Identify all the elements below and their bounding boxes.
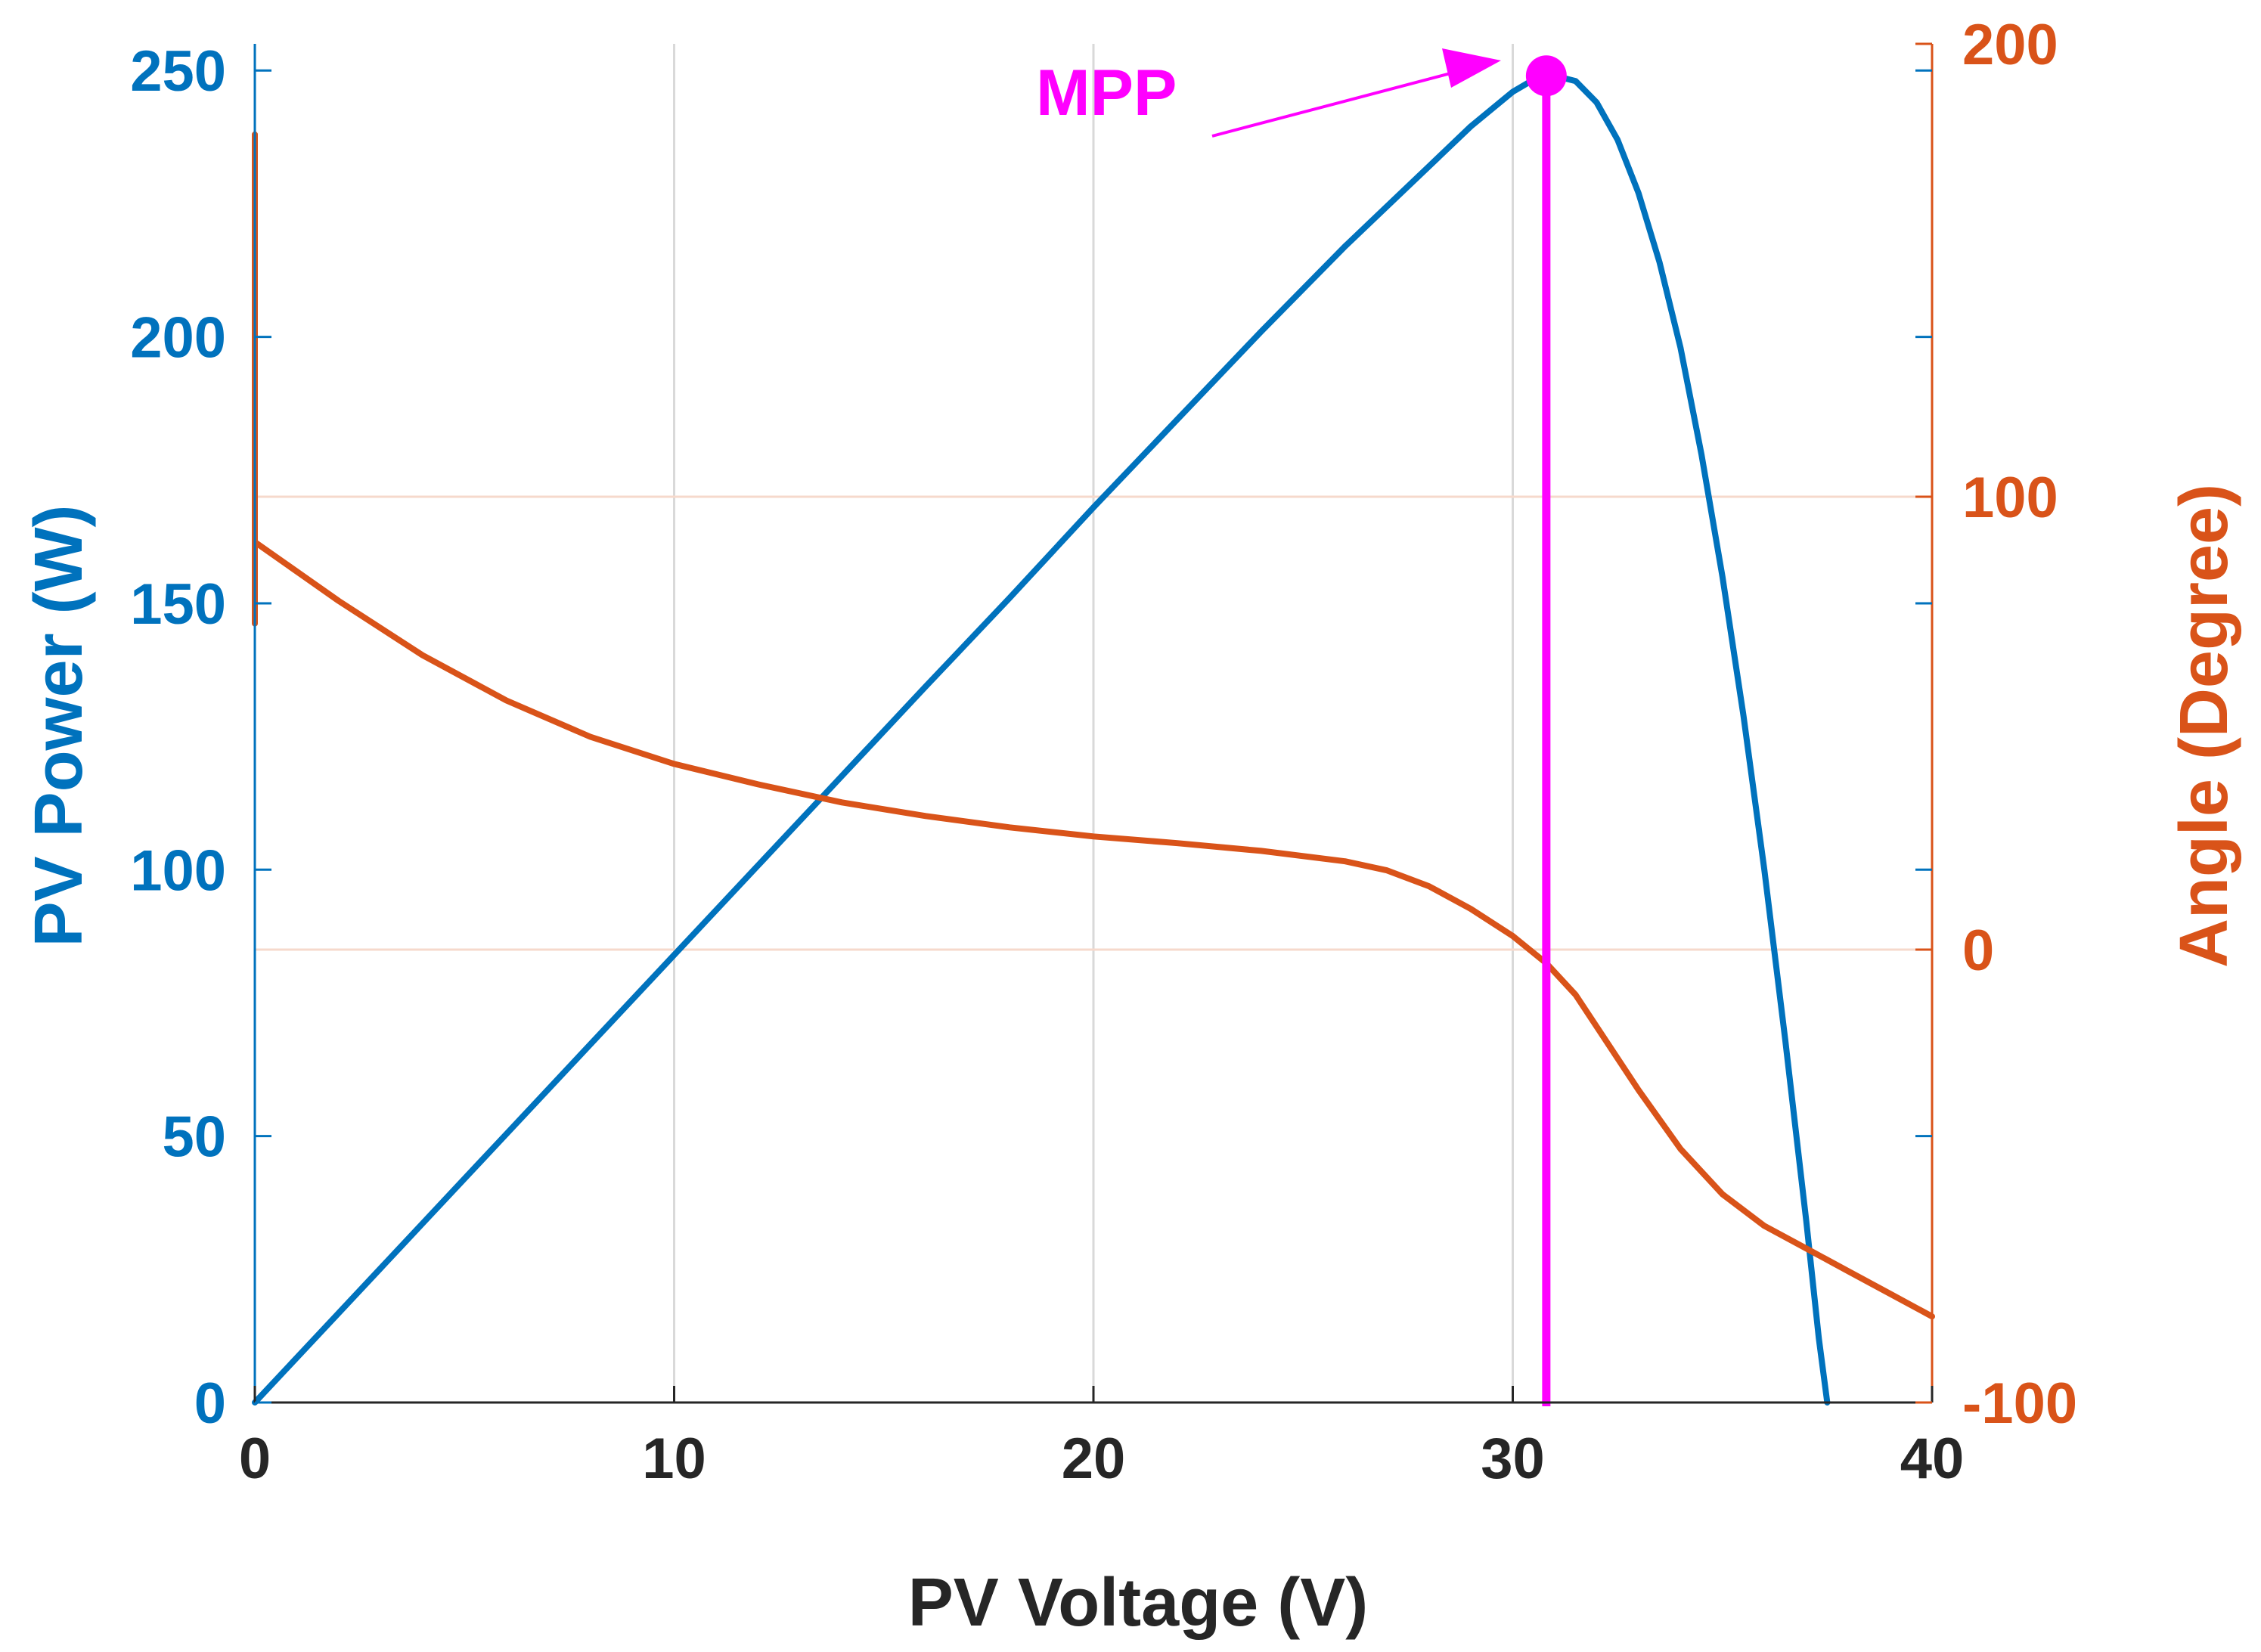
x-tick-label: 10 <box>642 1427 706 1491</box>
pv-power-line <box>252 73 1831 1406</box>
mpp-label: MPP <box>1036 57 1177 129</box>
x-tick-label: 0 <box>239 1427 271 1491</box>
left-tick-label: 100 <box>130 838 226 903</box>
right-axis-title: Angle (Degree) <box>2166 484 2242 968</box>
x-tick-label: 30 <box>1481 1427 1545 1491</box>
right-tick-label: 200 <box>1962 13 2058 77</box>
x-tick-label: 20 <box>1062 1427 1126 1491</box>
x-axis-title: PV Voltage (V) <box>908 1565 1368 1641</box>
mpp-marker <box>1525 55 1567 97</box>
right-tick-label: 100 <box>1962 466 2058 530</box>
label-layer: 0 10 20 30 40 0 50 100 150 200 250 -100 0 100 200 <box>130 13 2077 1491</box>
left-tick-label: 0 <box>194 1372 226 1436</box>
left-tick-label: 200 <box>130 306 226 370</box>
series-layer <box>252 48 1935 1406</box>
mpp-arrow-shaft <box>1211 64 1483 138</box>
angle-line <box>252 538 1935 1320</box>
axes-layer <box>253 42 1934 1404</box>
grid-layer <box>255 44 1932 1402</box>
x-tick-label: 40 <box>1900 1427 1965 1491</box>
left-axis-title: PV Power (W) <box>21 504 97 947</box>
right-tick-label: 0 <box>1962 919 1994 983</box>
left-tick-label: 250 <box>130 39 226 104</box>
left-tick-label: 50 <box>162 1105 226 1170</box>
right-tick-label: -100 <box>1962 1372 2077 1436</box>
mpp-arrow-head <box>1442 48 1501 88</box>
left-tick-label: 150 <box>130 572 226 637</box>
